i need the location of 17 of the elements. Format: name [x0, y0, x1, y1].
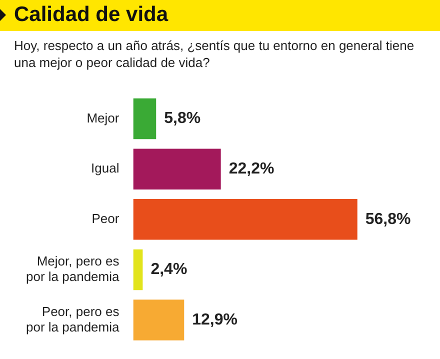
chart-title: Calidad de vida [14, 3, 168, 27]
y-tick-label: Mejor [86, 110, 120, 126]
chart-subtitle: Hoy, respecto a un año atrás, ¿sentís que tu entorno en general tiene una mejor o peor calidad de vida? [14, 37, 416, 71]
data-label: 56,8% [365, 210, 411, 228]
data-label: 5,8% [164, 110, 201, 128]
data-label: 12,9% [192, 311, 238, 328]
bar [133, 300, 184, 340]
bar [133, 98, 156, 140]
y-tick-label: Mejor, pero es por la pandemia [26, 254, 120, 284]
data-label: 22,2% [228, 160, 274, 178]
bar [133, 249, 143, 290]
data-label: 2,4% [150, 261, 188, 278]
bar [133, 148, 221, 190]
y-tick-label: Igual [91, 160, 120, 176]
y-tick-label: Peor [92, 210, 120, 226]
y-tick-label: Peor, pero es por la pandemia [26, 304, 120, 334]
bar [133, 199, 358, 240]
